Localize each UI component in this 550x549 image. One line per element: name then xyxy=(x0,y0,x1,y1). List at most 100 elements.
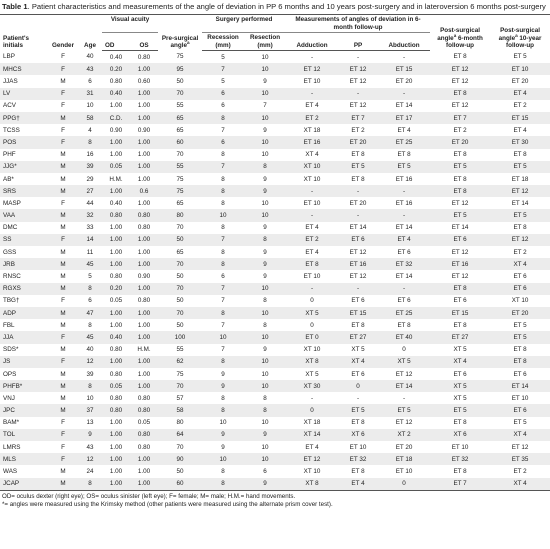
table-cell: 1.00 xyxy=(130,331,159,344)
table-cell: M xyxy=(48,380,78,393)
table-cell: 8 xyxy=(263,297,267,305)
table-cell: 10 xyxy=(261,199,269,207)
header-cell: Gender xyxy=(48,14,78,51)
table-cell: 0.20 xyxy=(102,282,130,295)
table-cell: ET 12 xyxy=(286,453,339,466)
table-cell: 8 xyxy=(221,199,225,207)
header-text: Post-surgical angle xyxy=(498,27,540,42)
table-row: TBG† F 6 0.05 0.80 50 7 8 0 ET 6 ET 6 ET 6 XT 10 xyxy=(0,295,550,307)
table-cell: 6 xyxy=(88,297,92,305)
table-row: PPG† M 58 C.D. 1.00 65 8 10 ET 2 ET 7 ET 17 ET 7 ET … xyxy=(0,111,550,125)
table-cell: 60 xyxy=(158,477,203,491)
table-cell: ET 20 xyxy=(395,443,413,451)
table-cell: 24 xyxy=(86,468,94,475)
table-cell: ET 4 xyxy=(338,477,379,491)
table-cell: ET 20 xyxy=(349,199,367,207)
table-cell: JJG* xyxy=(0,160,48,173)
table-cell: 9 xyxy=(263,78,267,85)
table-cell: ET 15 xyxy=(338,306,379,320)
table-cell: 10 xyxy=(244,87,287,100)
table-cell: 8 xyxy=(221,151,225,159)
table-cell: 10 xyxy=(261,53,269,61)
table-cell: 70 xyxy=(176,151,184,159)
table-cell: MHCS xyxy=(0,63,48,76)
table-cell: 70 xyxy=(158,306,203,320)
table-cell: VAA xyxy=(0,209,48,222)
table-cell: ET 6 xyxy=(430,233,491,247)
table-cell: 7 xyxy=(221,297,225,305)
table-cell: ET 6 xyxy=(338,233,379,247)
table-cell: ET 2 xyxy=(513,468,527,475)
table-cell: 10 xyxy=(244,453,287,466)
table-cell: ET 7 xyxy=(430,111,491,125)
table-cell: ET 8 xyxy=(513,346,527,354)
table-cell: 9 xyxy=(244,258,287,271)
table-cell: 9 xyxy=(221,443,225,451)
table-cell: F xyxy=(61,297,65,305)
table-cell: F xyxy=(48,63,78,76)
table-cell: ET 10 xyxy=(303,273,321,280)
table-cell: ET 12 xyxy=(451,273,469,280)
table-row: ADP M 47 1.00 1.00 70 8 10 XT 5 ET 15 ET 25 ET 15 ET… xyxy=(0,306,550,320)
table-cell: 0 xyxy=(310,297,314,305)
table-cell: ET 5 xyxy=(430,404,491,417)
table-row: WAS M 24 1.00 1.00 50 8 6 XT 10 ET 8 ET 10 ET 8 ET 2 xyxy=(0,465,550,477)
table-cell: ET 8 xyxy=(351,468,365,475)
table-cell: JS xyxy=(0,355,48,368)
header-group: Measurements of angles of deviation in 6… xyxy=(286,14,431,34)
table-cell: 65 xyxy=(176,126,184,134)
table-cell: ET 35 xyxy=(490,453,550,466)
table-row: FBL M 8 1.00 1.00 50 7 8 0 ET 8 ET 8 ET 8 ET 5 xyxy=(0,319,550,331)
table-cell: - xyxy=(286,282,339,295)
table-header: Patient's initials Gender Age Visual acu… xyxy=(0,14,550,52)
table-cell: 1.00 xyxy=(130,63,159,76)
table-cell: XT 10 xyxy=(303,468,321,475)
table-cell: ET 8 xyxy=(430,185,491,198)
table-cell: XT 10 xyxy=(303,175,321,183)
table-cell: M xyxy=(60,370,66,378)
table-cell: ET 12 xyxy=(430,63,491,76)
table-cell: 75 xyxy=(176,370,184,378)
table-cell: ET 32 xyxy=(378,258,431,271)
table-row: TOL F 9 1.00 0.80 64 9 9 XT 14 XT 6 XT 2 XT 6 XT 4 xyxy=(0,428,550,442)
table-cell: 0.80 xyxy=(137,394,151,402)
table-cell: 58 xyxy=(78,111,102,125)
table-cell: XT 18 xyxy=(303,126,321,134)
table-cell: 9 xyxy=(78,428,102,442)
table-cell: LBP xyxy=(3,53,15,61)
table-cell: 37 xyxy=(78,404,102,417)
table-cell: F xyxy=(61,199,65,207)
table-cell: ET 25 xyxy=(378,136,431,149)
header-text: Pre-surgical angle xyxy=(161,34,199,50)
table-cell: 9 xyxy=(244,185,287,198)
table-cell: ET 8 xyxy=(286,258,339,271)
table-cell: 1.00 xyxy=(109,151,123,159)
table-cell: 1.00 xyxy=(102,136,130,149)
table-cell: M xyxy=(48,282,78,295)
table-cell: M xyxy=(48,306,78,320)
table-cell: 6 xyxy=(221,102,225,110)
table-row: JJAS M 6 0.80 0.60 50 5 9 ET 10 ET 12 ET 20 ET 12 ET… xyxy=(0,75,550,87)
table-row: GSS M 11 1.00 1.00 65 8 9 ET 4 ET 12 ET 6 ET 12 ET 2 xyxy=(0,246,550,258)
table-cell: ET 8 xyxy=(397,151,411,159)
table-cell: ET 6 xyxy=(453,370,467,378)
table-cell: 7 xyxy=(263,102,267,110)
table-cell: 0 xyxy=(402,346,406,354)
table-cell: 1.00 xyxy=(130,233,159,247)
table-cell: 70 xyxy=(158,282,203,295)
table-cell: ET 12 xyxy=(490,233,550,247)
table-cell: ET 16 xyxy=(286,136,339,149)
table-cell: ET 4 xyxy=(513,126,527,134)
table-cell: 90 xyxy=(158,453,203,466)
table-cell: 1.00 xyxy=(137,370,151,378)
table-cell: XT 5 xyxy=(453,394,467,402)
table-cell: 45 xyxy=(78,258,102,271)
table-cell: ET 14 xyxy=(378,380,431,393)
table-cell: 8 xyxy=(221,394,225,402)
table-cell: ET 17 xyxy=(378,111,431,125)
table-cell: ET 30 xyxy=(490,136,550,149)
table-row: ACV F 10 1.00 1.00 55 6 7 ET 4 ET 12 ET 14 ET 12 ET … xyxy=(0,100,550,112)
table-cell: XT 5 xyxy=(453,346,467,354)
table-cell: XT 4 xyxy=(338,355,379,368)
